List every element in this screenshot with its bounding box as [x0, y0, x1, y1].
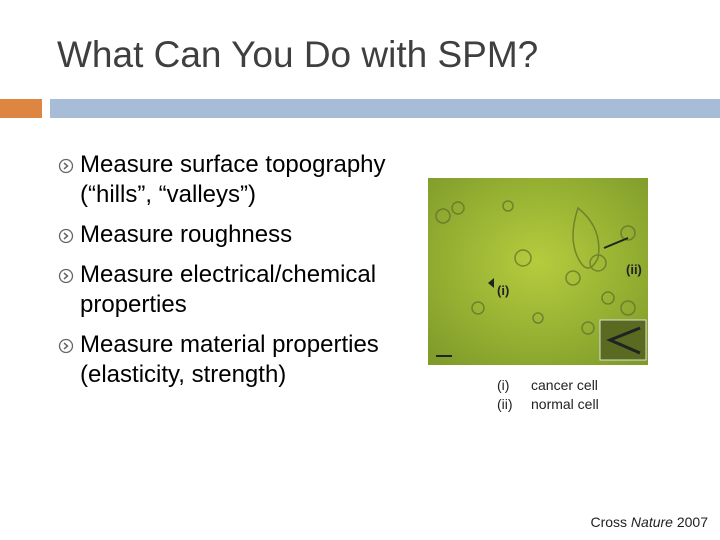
bullet-text: Measure surface topography (“hills”, “va…	[80, 151, 386, 208]
image-label: (i)	[497, 283, 510, 298]
bullet-text: Measure electrical/chemical properties	[80, 261, 377, 318]
microscopy-image	[428, 178, 648, 365]
caption-row: (i) cancer cell	[497, 376, 599, 395]
caption-text: cancer cell	[531, 377, 598, 393]
accent-bar	[0, 99, 42, 118]
bullet-icon	[58, 268, 74, 284]
caption-marker: (ii)	[497, 396, 513, 412]
citation-year: 2007	[676, 514, 708, 530]
caption-text: normal cell	[531, 396, 599, 412]
citation: Cross Nature 2007	[590, 514, 708, 530]
citation-author: Cross	[590, 514, 628, 530]
caption: (i) cancer cell (ii) normal cell	[497, 376, 599, 414]
caption-row: (ii) normal cell	[497, 395, 599, 414]
bullet-icon	[58, 158, 74, 174]
bullet-icon	[58, 228, 74, 244]
bullet-text: Measure material properties (elasticity,…	[80, 331, 379, 388]
bullet-icon	[58, 338, 74, 354]
bullet-list: Measure surface topography (“hills”, “va…	[58, 150, 408, 400]
bullet-item: Measure material properties (elasticity,…	[58, 330, 408, 390]
title: What Can You Do with SPM?	[57, 34, 539, 75]
bullet-item: Measure roughness	[58, 220, 408, 250]
header-bar	[50, 99, 720, 118]
caption-marker: (i)	[497, 377, 510, 393]
bullet-item: Measure surface topography (“hills”, “va…	[58, 150, 408, 210]
bullet-text: Measure roughness	[80, 221, 293, 248]
bullet-item: Measure electrical/chemical properties	[58, 260, 408, 320]
citation-journal: Nature	[630, 514, 673, 530]
image-label: (ii)	[626, 262, 642, 277]
